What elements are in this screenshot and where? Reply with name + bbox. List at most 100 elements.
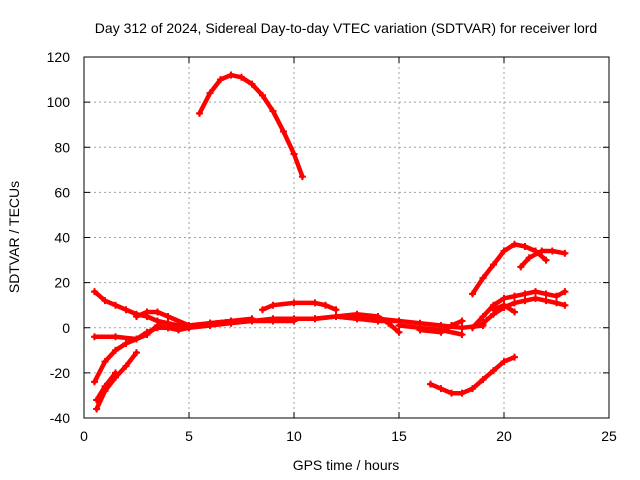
data-point bbox=[101, 382, 109, 390]
data-point bbox=[538, 247, 546, 255]
y-tick-label: 40 bbox=[54, 230, 70, 246]
data-point bbox=[112, 369, 119, 377]
series-line bbox=[470, 289, 568, 331]
data-point bbox=[238, 73, 245, 81]
y-tick-label: 20 bbox=[54, 275, 70, 291]
data-point bbox=[133, 335, 140, 343]
data-point bbox=[517, 263, 525, 271]
y-axis: -40 -20 0 20 40 60 80 100 120 bbox=[47, 49, 609, 426]
data-point bbox=[101, 297, 109, 305]
series-arc-n bbox=[517, 247, 569, 271]
data-point bbox=[469, 290, 476, 298]
data-point bbox=[93, 396, 101, 404]
series-arc-i bbox=[332, 312, 487, 332]
data-point bbox=[154, 324, 161, 332]
y-tick-label: -40 bbox=[50, 410, 70, 426]
data-point bbox=[280, 127, 287, 135]
series-arc-a bbox=[91, 288, 403, 332]
data-point bbox=[561, 249, 569, 257]
data-point bbox=[458, 324, 466, 332]
data-point bbox=[248, 315, 256, 323]
data-point bbox=[511, 308, 518, 316]
y-tick-label: 100 bbox=[47, 94, 71, 110]
data-point bbox=[437, 328, 445, 336]
data-point bbox=[416, 326, 424, 334]
data-point bbox=[479, 376, 487, 384]
data-point bbox=[122, 340, 130, 348]
series-arc-d bbox=[93, 349, 140, 413]
data-point bbox=[500, 247, 508, 255]
data-point bbox=[500, 294, 508, 302]
data-point bbox=[511, 240, 518, 248]
data-point bbox=[479, 274, 487, 282]
data-point bbox=[185, 321, 193, 329]
y-tick-label: 80 bbox=[54, 139, 70, 155]
data-point bbox=[511, 353, 518, 361]
data-point bbox=[311, 299, 319, 307]
data-point bbox=[458, 331, 466, 339]
data-point bbox=[227, 71, 235, 79]
series-line bbox=[197, 72, 305, 179]
data-point bbox=[196, 109, 203, 117]
x-axis: 0 5 10 15 20 25 bbox=[80, 57, 617, 444]
series-arc-e bbox=[93, 369, 119, 404]
data-point bbox=[164, 324, 172, 332]
data-point bbox=[217, 76, 224, 84]
y-tick-label: 0 bbox=[62, 320, 70, 336]
data-point bbox=[525, 254, 533, 262]
data-point bbox=[479, 319, 487, 327]
x-tick-label: 5 bbox=[185, 428, 193, 444]
data-point bbox=[521, 243, 529, 251]
series-arc-o bbox=[469, 288, 569, 332]
series-arc-k bbox=[416, 317, 466, 336]
data-point bbox=[93, 405, 101, 413]
data-point bbox=[269, 317, 277, 325]
data-point bbox=[542, 256, 550, 264]
data-point bbox=[311, 315, 319, 323]
data-point bbox=[154, 308, 161, 316]
data-point bbox=[101, 358, 109, 366]
data-point bbox=[112, 301, 119, 309]
y-tick-label: 60 bbox=[54, 184, 70, 200]
data-point bbox=[511, 292, 518, 300]
data-series bbox=[91, 71, 569, 413]
grid bbox=[84, 57, 609, 418]
data-point bbox=[561, 288, 569, 296]
data-point bbox=[532, 294, 539, 302]
x-axis-label: GPS time / hours bbox=[293, 457, 400, 473]
x-tick-label: 15 bbox=[391, 428, 407, 444]
data-point bbox=[112, 346, 119, 354]
data-point bbox=[448, 389, 455, 397]
data-point bbox=[143, 308, 151, 316]
data-point bbox=[521, 297, 529, 305]
data-point bbox=[259, 91, 266, 99]
data-point bbox=[353, 315, 361, 323]
data-point bbox=[122, 362, 130, 370]
data-point bbox=[322, 301, 329, 309]
data-point bbox=[395, 321, 403, 329]
data-point bbox=[91, 288, 98, 296]
data-point bbox=[479, 312, 487, 320]
series-arc-b bbox=[91, 317, 298, 343]
data-point bbox=[458, 389, 466, 397]
data-point bbox=[133, 349, 140, 357]
data-point bbox=[490, 367, 497, 375]
data-point bbox=[542, 297, 550, 305]
data-point bbox=[490, 306, 497, 314]
data-point bbox=[206, 319, 214, 327]
chart-title: Day 312 of 2024, Sidereal Day-to-day VTE… bbox=[95, 20, 597, 36]
data-point bbox=[448, 321, 455, 329]
data-point bbox=[395, 328, 403, 336]
series-arc-high bbox=[196, 71, 306, 181]
data-point bbox=[290, 299, 298, 307]
data-point bbox=[521, 290, 529, 298]
data-point bbox=[374, 317, 382, 325]
data-point bbox=[553, 292, 560, 300]
series-arc-f bbox=[133, 308, 256, 329]
data-point bbox=[290, 317, 298, 325]
data-point bbox=[269, 301, 277, 309]
data-point bbox=[532, 288, 539, 296]
data-point bbox=[548, 247, 556, 255]
data-point bbox=[427, 380, 434, 388]
